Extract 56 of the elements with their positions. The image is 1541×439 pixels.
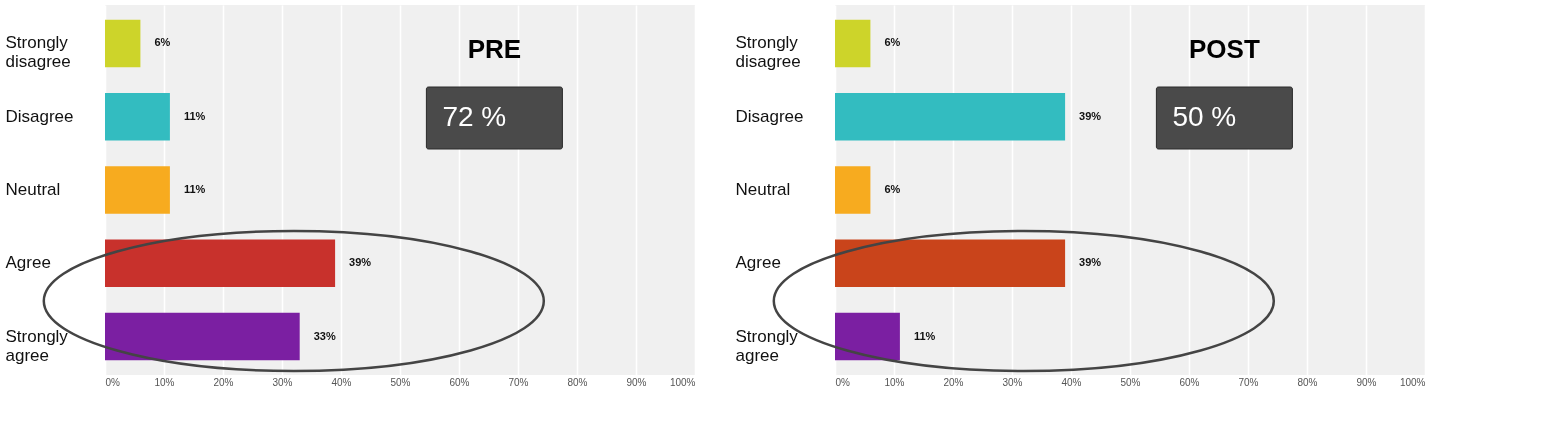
data-label: 6% (154, 36, 171, 49)
annotation: 72 % (442, 101, 507, 132)
x-tick-label: 10% (154, 376, 175, 388)
data-label: 6% (884, 36, 901, 49)
bar (105, 19, 141, 68)
x-tick-label: 40% (1061, 376, 1082, 388)
y-tick-label: Strongly agree (5, 326, 69, 365)
bar (835, 312, 900, 361)
data-label: 39% (1079, 256, 1102, 269)
data-label: 39% (349, 256, 372, 269)
bar (105, 312, 300, 361)
x-tick-label: 10% (884, 376, 905, 388)
x-tick-label: 40% (331, 376, 352, 388)
x-tick-label: 70% (1238, 376, 1259, 388)
x-tick-label: 80% (567, 376, 588, 388)
x-tick-label: 50% (390, 376, 411, 388)
data-label: 39% (1079, 109, 1102, 122)
x-tick-label: 100% (669, 376, 696, 388)
data-label: 11% (183, 183, 206, 195)
bar (835, 19, 871, 68)
x-tick-label: 70% (508, 376, 529, 388)
text: PRE (467, 34, 522, 64)
annotation: 50 % (1172, 101, 1237, 132)
data-label: 6% (884, 183, 901, 195)
bar (105, 92, 170, 141)
y-tick-label: Disagree (735, 106, 804, 126)
x-tick-label: 100% (1399, 376, 1426, 388)
x-tick-label: 90% (1356, 376, 1377, 388)
bar (835, 239, 1066, 288)
x-tick-label: 60% (1179, 376, 1200, 388)
bar (105, 166, 170, 214)
y-tick-label: Neutral (5, 180, 61, 199)
y-tick-label: Strongly disagree (735, 33, 801, 72)
bar (835, 166, 871, 214)
x-tick-label: 0% (105, 376, 121, 388)
y-tick-label: Strongly disagree (5, 33, 71, 72)
y-tick-label: Agree (5, 253, 51, 273)
y-tick-label: Disagree (5, 106, 74, 126)
text: POST (1189, 34, 1260, 64)
x-tick-label: 20% (213, 376, 234, 388)
data-label: 11% (183, 109, 206, 122)
bar (835, 92, 1066, 141)
x-tick-label: 30% (1002, 376, 1023, 388)
x-tick-label: 60% (449, 376, 470, 388)
x-tick-label: 0% (835, 376, 851, 388)
x-tick-label: 30% (272, 376, 293, 388)
y-tick-label: Strongly agree (735, 326, 799, 365)
y-tick-label: Agree (735, 253, 781, 273)
bar (105, 239, 336, 288)
y-tick-label: Neutral (735, 180, 791, 199)
data-label: 11% (913, 329, 936, 342)
x-tick-label: 80% (1297, 376, 1318, 388)
x-tick-label: 20% (943, 376, 964, 388)
x-tick-label: 50% (1120, 376, 1141, 388)
x-tick-label: 90% (626, 376, 647, 388)
data-label: 33% (313, 329, 336, 342)
